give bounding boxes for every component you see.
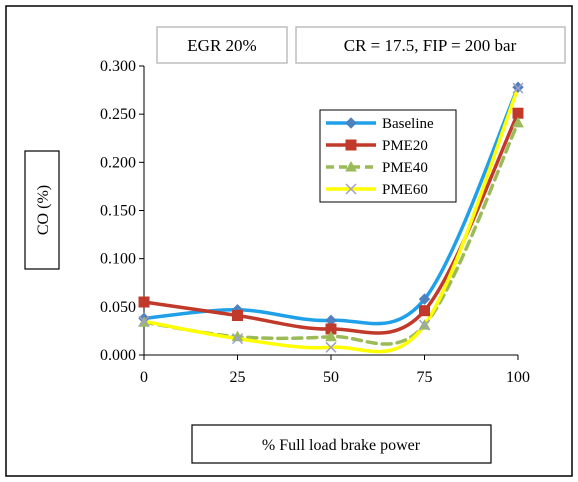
pme20-point [138,296,150,308]
legend: Baseline PME20 PME40 PME60 [319,109,457,203]
legend-marker-pme60 [345,183,357,195]
baseline-line [142,85,520,326]
y-axis-label-box [24,150,60,270]
tick-labels: 0.000 0.050 0.100 0.150 0.200 0.250 0.300 0 25 50… [100,58,530,386]
legend-marker-baseline [345,117,357,129]
condition-annotation: CR = 17.5, FIP = 200 bar [344,36,517,55]
pme60-line [142,86,520,354]
pme60-point [325,341,337,353]
x-marker-stroke [231,333,244,345]
egr-annotation-box [156,26,288,64]
condition-annotation-box [295,26,566,64]
x-tick-label: 0 [140,369,148,386]
y-tick-label: 0.100 [100,251,136,268]
x-tick-label: 75 [417,369,433,386]
series-lines [142,85,520,354]
y-tick-label: 0.150 [100,203,136,220]
legend-label-pme20: PME20 [382,138,428,154]
pme40-point [325,330,337,342]
y-tick-label: 0.000 [100,347,136,364]
legend-box [319,109,457,203]
x-tick-label: 25 [230,369,246,386]
pme20-point [232,310,243,322]
baseline-point [418,293,431,305]
x-marker-stroke [512,82,524,94]
pme60-point [512,82,524,94]
pme60-point [138,315,150,327]
legend-marker-pme20 [345,139,357,151]
y-tick-label: 0.300 [100,58,136,75]
y-tick-label: 0.200 [100,154,136,171]
x-tick-label: 50 [323,369,339,386]
pme60-point [231,333,244,345]
x-axis-label: % Full load brake power [262,437,421,454]
x-tick-label: 100 [506,369,530,386]
figure-frame [5,5,573,477]
x-axis-label-box [191,424,492,464]
series-markers [138,81,524,353]
legend-marker-pme40 [345,160,357,172]
legend-label-pme40: PME40 [382,160,428,176]
pme40-point [512,116,524,128]
x-marker-stroke [418,319,431,331]
legend-label-baseline: Baseline [382,116,434,132]
pme60-point [418,319,431,331]
y-tick-label: 0.050 [100,299,136,316]
x-marker-stroke [138,315,150,327]
egr-annotation: EGR 20% [187,36,256,55]
y-tick-label: 0.250 [100,106,136,123]
x-marker-stroke [345,183,357,195]
pme20-point [419,305,430,317]
legend-label-pme60: PME60 [382,182,428,198]
x-marker-stroke [325,341,337,353]
y-axis-label: CO (%) [35,185,52,235]
pme20-point [512,107,524,119]
